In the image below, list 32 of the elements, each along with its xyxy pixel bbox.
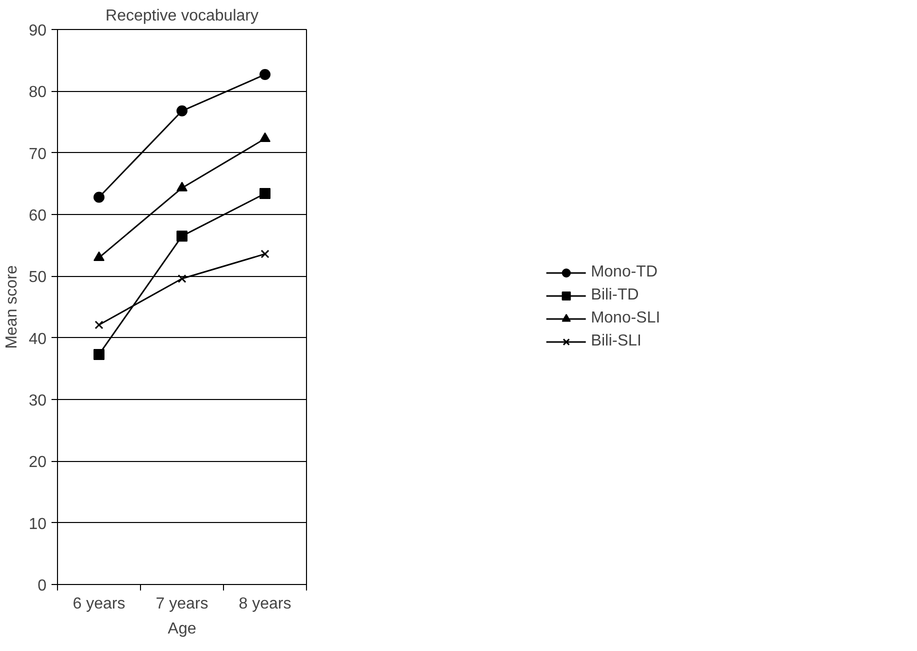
point [260,250,270,258]
y-axis-title: Mean score [4,265,21,349]
point [94,192,104,203]
y-tick-label: 30 [28,392,47,410]
point [176,182,188,192]
y-tick-label: 70 [28,146,47,163]
legend-label: Mono-SLI [590,309,660,327]
y-tick-label: 60 [28,208,47,224]
y-tick-label: 50 [28,269,47,286]
y-tick-label: 20 [28,454,47,472]
point [176,105,188,116]
y-tick-label: 90 [28,22,47,40]
y-tick-label: 40 [28,330,47,348]
y-tick-label: 10 [28,516,47,533]
point [94,320,104,330]
legend-label: Bili-TD [590,286,639,304]
point [260,69,270,80]
x-tick-label: 7 years [156,596,208,612]
point [260,188,270,200]
legend-label: Bili-SLI [590,332,642,350]
x-tick-label: 8 years [238,596,292,612]
legend-label: Mono-TD [590,263,658,281]
chart-title: Receptive vocabulary [106,8,258,24]
point [178,274,186,283]
point [94,348,104,360]
y-tick-label: 80 [28,84,47,102]
x-tick-label: 6 years [72,596,126,612]
x-axis-title: Age [168,620,196,638]
point [176,230,188,242]
point [94,251,104,262]
point [260,132,270,142]
y-tick-label: 0 [38,578,47,594]
